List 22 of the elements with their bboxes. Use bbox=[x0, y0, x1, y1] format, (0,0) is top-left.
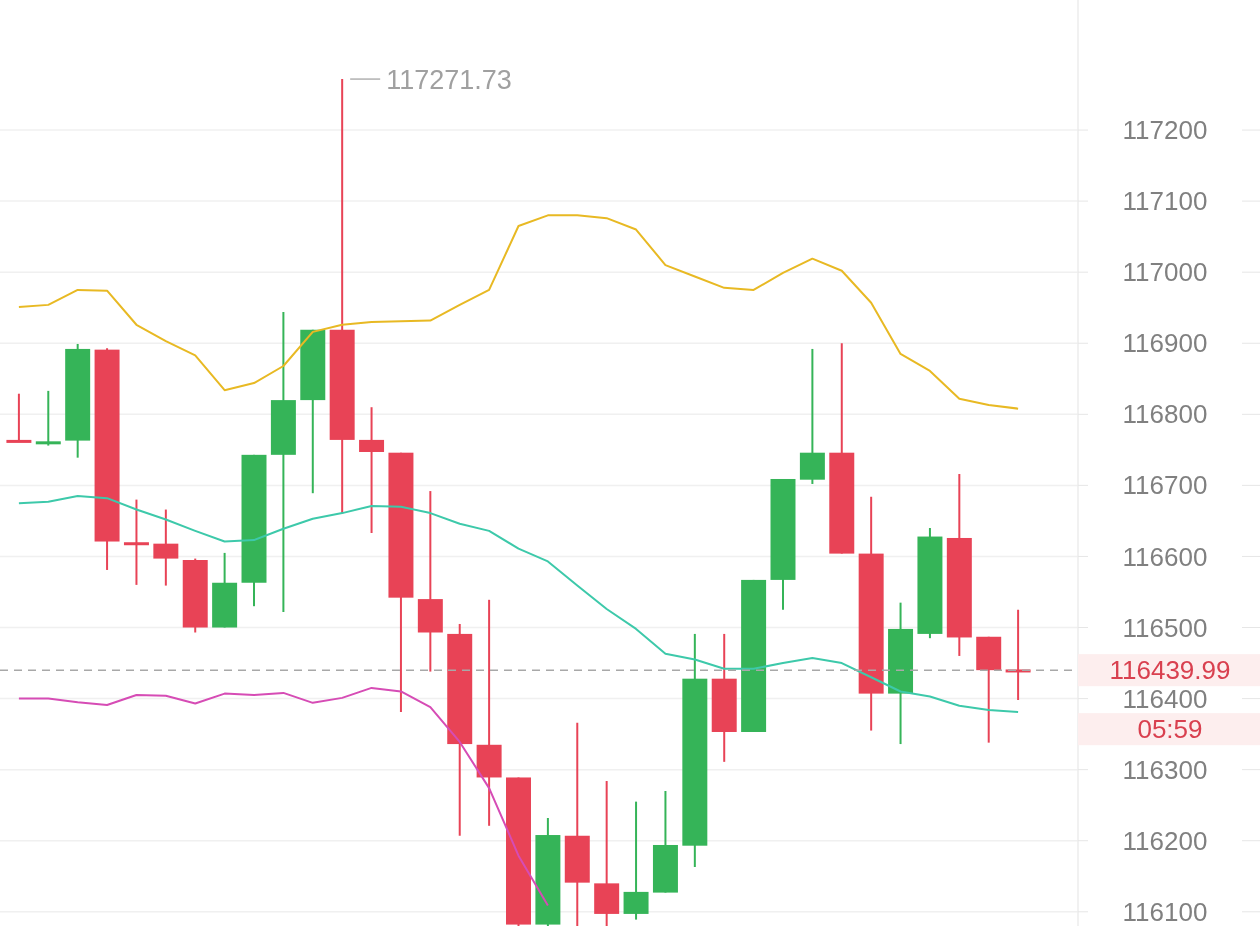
y-tick-label: 116600 bbox=[1122, 541, 1208, 572]
line-series bbox=[17, 214, 1020, 410]
y-tick-label: 116900 bbox=[1122, 328, 1208, 359]
y-tick-label: 117100 bbox=[1122, 186, 1208, 217]
ref-line-label: 116439.99 bbox=[1109, 655, 1231, 686]
y-tick-label: 116100 bbox=[1122, 896, 1208, 926]
annotation: 117271.73 bbox=[386, 64, 512, 95]
candlestick bbox=[35, 389, 61, 447]
candlestick bbox=[123, 498, 149, 586]
y-tick-label: 117200 bbox=[1122, 115, 1208, 146]
y-tick-label: 116800 bbox=[1122, 399, 1208, 430]
y-tick-label: 117000 bbox=[1122, 257, 1208, 288]
candlestick bbox=[6, 392, 32, 443]
y-tick-label: 116300 bbox=[1122, 754, 1208, 785]
y-tick-label: 116400 bbox=[1122, 683, 1208, 714]
line-series bbox=[17, 495, 1020, 714]
text: 05:59 bbox=[1137, 714, 1203, 745]
line-series bbox=[17, 686, 549, 907]
y-tick-label: 116700 bbox=[1122, 470, 1208, 501]
candlestick bbox=[359, 406, 385, 534]
y-tick-label: 116200 bbox=[1122, 825, 1208, 856]
y-tick-label: 116500 bbox=[1122, 612, 1208, 643]
